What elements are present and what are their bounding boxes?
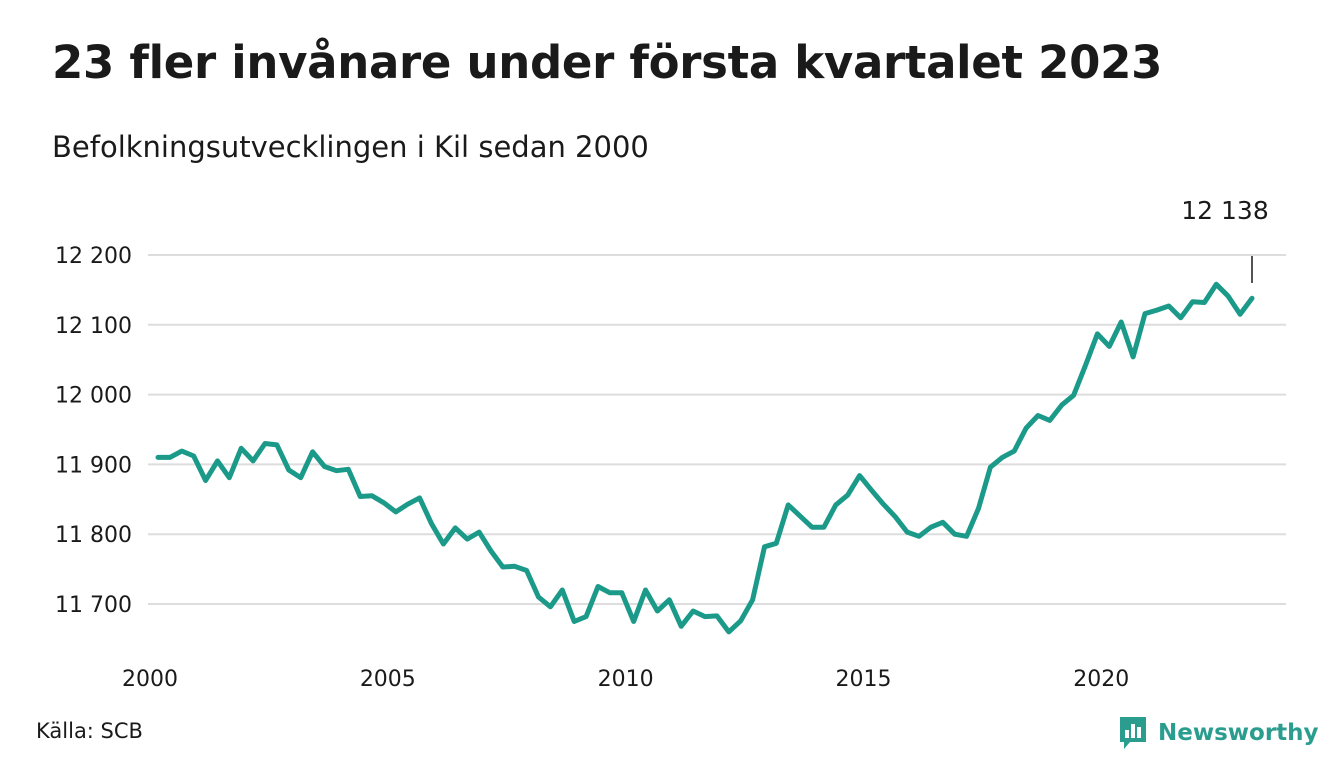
series-line xyxy=(155,281,1255,635)
source-note: Källa: SCB xyxy=(36,719,143,743)
y-tick-label: 12 200 xyxy=(55,244,132,269)
x-tick-label: 2005 xyxy=(360,667,416,692)
brand-name: Newsworthy xyxy=(1158,720,1319,746)
annotation-label: 12 138 xyxy=(1181,196,1268,225)
x-tick-label: 2010 xyxy=(598,667,654,692)
brand-logo[interactable]: Newsworthy xyxy=(1118,713,1319,753)
chart-title: 23 fler invånare under första kvartalet … xyxy=(52,36,1163,89)
line-chart: 11 700 11 800 11 900 12 000 12 100 12 200 2000… xyxy=(55,196,1286,692)
chart-subtitle: Befolkningsutvecklingen i Kil sedan 2000 xyxy=(52,130,649,164)
x-tick-label: 2000 xyxy=(122,667,178,692)
x-tick-label: 2020 xyxy=(1073,667,1129,692)
y-tick-label: 11 800 xyxy=(55,523,132,548)
y-tick-label: 11 900 xyxy=(55,453,132,478)
y-tick-label: 11 700 xyxy=(55,593,132,618)
newsworthy-logo-icon xyxy=(1120,717,1146,749)
y-tick-label: 12 000 xyxy=(55,384,132,409)
y-tick-label: 12 100 xyxy=(55,314,132,339)
x-tick-label: 2015 xyxy=(835,667,891,692)
